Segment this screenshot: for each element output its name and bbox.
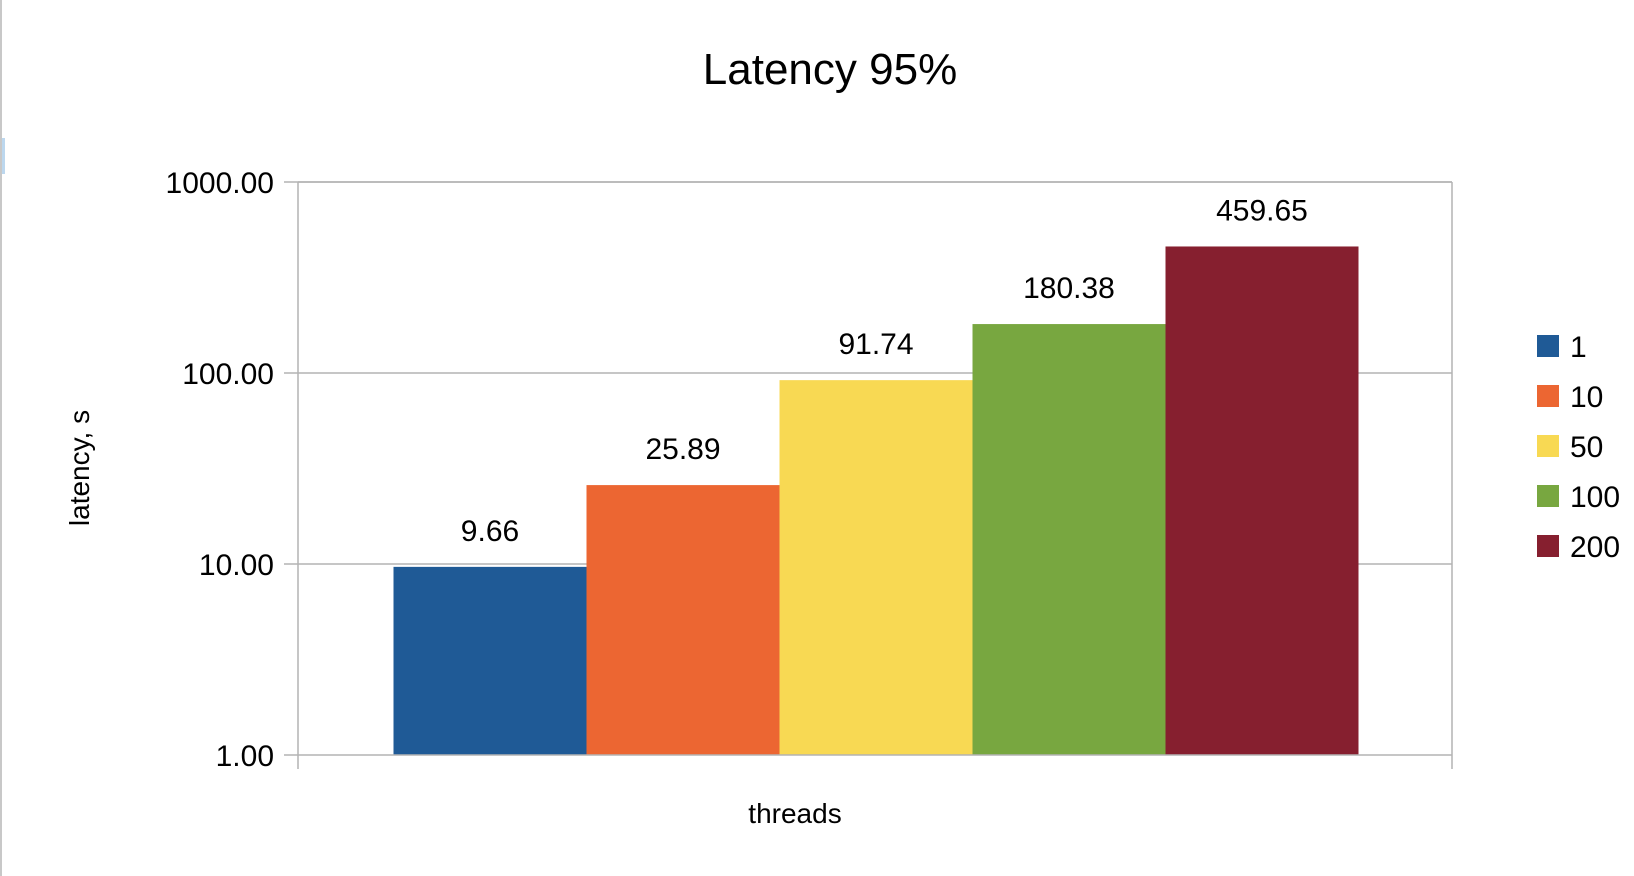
bar-series-50 (779, 380, 973, 755)
x-axis-label: threads (748, 798, 841, 829)
bar-series-100 (972, 324, 1166, 755)
legend-swatch-1 (1537, 335, 1559, 357)
y-tick-label: 1000.00 (166, 167, 274, 200)
legend-label-50: 50 (1570, 431, 1603, 464)
data-labels: 9.66 25.89 91.74 180.38 459.65 (461, 194, 1308, 547)
legend-label-10: 10 (1570, 381, 1603, 414)
y-tick-label: 10.00 (199, 549, 274, 582)
data-label-series-100: 180.38 (1023, 272, 1115, 305)
data-label-series-10: 25.89 (645, 433, 720, 466)
chart-title: Latency 95% (703, 45, 957, 94)
axes (284, 181, 1453, 769)
bar-series-200 (1165, 246, 1359, 756)
bar-series-10 (586, 485, 780, 755)
data-label-series-50: 91.74 (838, 328, 913, 361)
y-axis-label: latency, s (64, 410, 95, 526)
legend-swatch-50 (1537, 435, 1559, 457)
y-tick-labels: 1.00 10.00 100.00 1000.00 (166, 167, 274, 773)
bar-series-1 (393, 566, 587, 755)
legend-swatch-200 (1537, 535, 1559, 557)
legend-label-200: 200 (1570, 531, 1620, 564)
legend-swatch-100 (1537, 485, 1559, 507)
legend-label-100: 100 (1570, 481, 1620, 514)
edge-accent (2, 138, 5, 174)
legend: 1 10 50 100 200 (1537, 331, 1620, 564)
data-label-series-200: 459.65 (1216, 194, 1308, 227)
data-label-series-1: 9.66 (461, 515, 519, 548)
legend-label-1: 1 (1570, 331, 1587, 364)
y-tick-label: 1.00 (216, 740, 274, 773)
bars (393, 246, 1359, 756)
y-tick-label: 100.00 (182, 358, 274, 391)
legend-swatch-10 (1537, 385, 1559, 407)
